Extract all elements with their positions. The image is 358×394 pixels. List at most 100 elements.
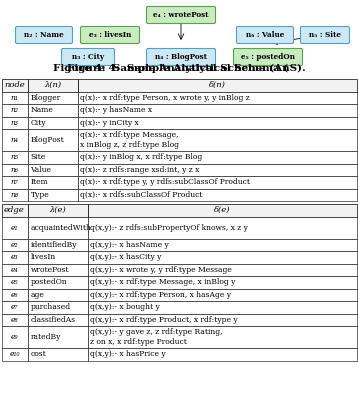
Bar bbox=[1, 104, 28, 117]
Text: q(x,y):- x wrote y, y rdf:type Message: q(x,y):- x wrote y, y rdf:type Message bbox=[91, 266, 232, 274]
Text: δ(n): δ(n) bbox=[209, 81, 226, 89]
Bar bbox=[28, 216, 87, 238]
Bar bbox=[87, 348, 357, 361]
Bar bbox=[1, 91, 28, 104]
Text: q(x,y):- x hasCity y: q(x,y):- x hasCity y bbox=[91, 253, 162, 261]
FancyBboxPatch shape bbox=[146, 48, 216, 65]
Text: n₁: n₁ bbox=[11, 94, 19, 102]
Bar bbox=[77, 188, 357, 201]
Text: q(x,y):- y gave z, z rdf:type Rating,: q(x,y):- y gave z, z rdf:type Rating, bbox=[91, 328, 223, 336]
Text: q(x,y):- z rdfs:subPropertyOf knows, x z y: q(x,y):- z rdfs:subPropertyOf knows, x z… bbox=[91, 223, 248, 232]
Bar bbox=[77, 176, 357, 188]
Bar bbox=[28, 276, 87, 288]
Text: q(x):- x rdf:type Message,: q(x):- x rdf:type Message, bbox=[81, 131, 179, 139]
Text: Name: Name bbox=[30, 106, 53, 114]
Text: n₃: n₃ bbox=[11, 119, 19, 127]
Text: age: age bbox=[30, 291, 44, 299]
Text: livesIn: livesIn bbox=[30, 253, 56, 261]
Bar bbox=[28, 326, 87, 348]
Bar bbox=[28, 251, 87, 264]
Text: n₅: n₅ bbox=[11, 153, 19, 161]
Text: e₁: e₁ bbox=[11, 223, 18, 232]
Text: q(x):- x rdf:type Person, x wrote y, y inBlog z: q(x):- x rdf:type Person, x wrote y, y i… bbox=[81, 94, 250, 102]
Text: postedOn: postedOn bbox=[30, 278, 67, 286]
FancyBboxPatch shape bbox=[15, 26, 73, 43]
Bar bbox=[28, 348, 87, 361]
Text: Figure 4:  Sample Analytical Schema (AnS).: Figure 4: Sample Analytical Schema (AnS)… bbox=[53, 63, 305, 72]
Text: e₈: e₈ bbox=[11, 316, 18, 324]
FancyBboxPatch shape bbox=[300, 26, 349, 43]
Bar bbox=[77, 79, 357, 91]
Bar bbox=[28, 104, 77, 117]
Bar bbox=[28, 151, 77, 164]
Bar bbox=[28, 176, 77, 188]
Bar bbox=[77, 164, 357, 176]
Text: purchased: purchased bbox=[30, 303, 71, 311]
Text: λ(e): λ(e) bbox=[49, 206, 66, 214]
Bar bbox=[1, 348, 28, 361]
Bar bbox=[87, 238, 357, 251]
Bar bbox=[28, 264, 87, 276]
Text: q(x):- y inCity x: q(x):- y inCity x bbox=[81, 119, 139, 127]
FancyBboxPatch shape bbox=[62, 48, 115, 65]
Bar bbox=[87, 301, 357, 314]
Text: q(x):- x rdfs:subClassOf Product: q(x):- x rdfs:subClassOf Product bbox=[81, 191, 203, 199]
Text: e₂: e₂ bbox=[11, 241, 18, 249]
Text: n₄ : BlogPost: n₄ : BlogPost bbox=[155, 53, 207, 61]
Bar bbox=[77, 104, 357, 117]
Text: cost: cost bbox=[30, 350, 46, 358]
Bar bbox=[28, 188, 77, 201]
Text: q(x,y):- x hasName y: q(x,y):- x hasName y bbox=[91, 241, 169, 249]
Text: λ(n): λ(n) bbox=[44, 81, 61, 89]
Text: edge: edge bbox=[4, 206, 25, 214]
Bar bbox=[1, 164, 28, 176]
Bar bbox=[28, 91, 77, 104]
Bar bbox=[1, 204, 28, 216]
Text: e₄: e₄ bbox=[11, 266, 18, 274]
Bar bbox=[28, 288, 87, 301]
Text: classifiedAs: classifiedAs bbox=[30, 316, 76, 324]
Text: Figure 4:  Sample Analytical Schema (: Figure 4: Sample Analytical Schema ( bbox=[67, 63, 291, 72]
Text: ratedBy: ratedBy bbox=[30, 333, 61, 341]
Bar bbox=[87, 216, 357, 238]
Bar bbox=[28, 204, 87, 216]
Text: n₅ : Site: n₅ : Site bbox=[309, 31, 341, 39]
Text: q(x,y):- x rdf:type Person, x hasAge y: q(x,y):- x rdf:type Person, x hasAge y bbox=[91, 291, 232, 299]
Bar bbox=[1, 79, 28, 91]
Text: z on x, x rdf:type Product: z on x, x rdf:type Product bbox=[91, 338, 187, 346]
Bar bbox=[28, 238, 87, 251]
Bar bbox=[1, 314, 28, 326]
Bar bbox=[1, 117, 28, 129]
Text: δ(e): δ(e) bbox=[214, 206, 230, 214]
Bar bbox=[87, 326, 357, 348]
Text: n₇: n₇ bbox=[11, 178, 19, 186]
Text: wrotePost: wrotePost bbox=[30, 266, 69, 274]
Text: n₈: n₈ bbox=[11, 191, 19, 199]
Bar bbox=[28, 164, 77, 176]
FancyBboxPatch shape bbox=[233, 48, 303, 65]
Bar bbox=[1, 301, 28, 314]
Text: x inBlog z, z rdf:type Blog: x inBlog z, z rdf:type Blog bbox=[81, 141, 179, 149]
Text: q(x):- z rdfs:range xsd:int, y z x: q(x):- z rdfs:range xsd:int, y z x bbox=[81, 166, 200, 174]
Text: Blogger: Blogger bbox=[30, 94, 61, 102]
Bar bbox=[1, 251, 28, 264]
Text: q(x,y):- x bought y: q(x,y):- x bought y bbox=[91, 303, 160, 311]
Bar bbox=[1, 176, 28, 188]
Text: q(x):- x rdf:type y, y rdfs:subClassOf Product: q(x):- x rdf:type y, y rdfs:subClassOf P… bbox=[81, 178, 251, 186]
Text: n₆ : Value: n₆ : Value bbox=[246, 31, 284, 39]
Text: Type: Type bbox=[30, 191, 49, 199]
Text: e₆: e₆ bbox=[11, 291, 18, 299]
Bar bbox=[28, 301, 87, 314]
Text: q(x):- y hasName x: q(x):- y hasName x bbox=[81, 106, 153, 114]
Bar bbox=[77, 91, 357, 104]
Text: q(x):- y inBlog x, x rdf:type Blog: q(x):- y inBlog x, x rdf:type Blog bbox=[81, 153, 203, 161]
Bar bbox=[28, 117, 77, 129]
Bar bbox=[28, 129, 77, 151]
FancyBboxPatch shape bbox=[237, 26, 294, 43]
Text: Value: Value bbox=[30, 166, 52, 174]
Text: e₅ : postedOn: e₅ : postedOn bbox=[241, 53, 295, 61]
Text: e₄ : wrotePost: e₄ : wrotePost bbox=[153, 11, 209, 19]
Bar bbox=[87, 204, 357, 216]
Text: n₆: n₆ bbox=[11, 166, 19, 174]
Bar bbox=[1, 238, 28, 251]
